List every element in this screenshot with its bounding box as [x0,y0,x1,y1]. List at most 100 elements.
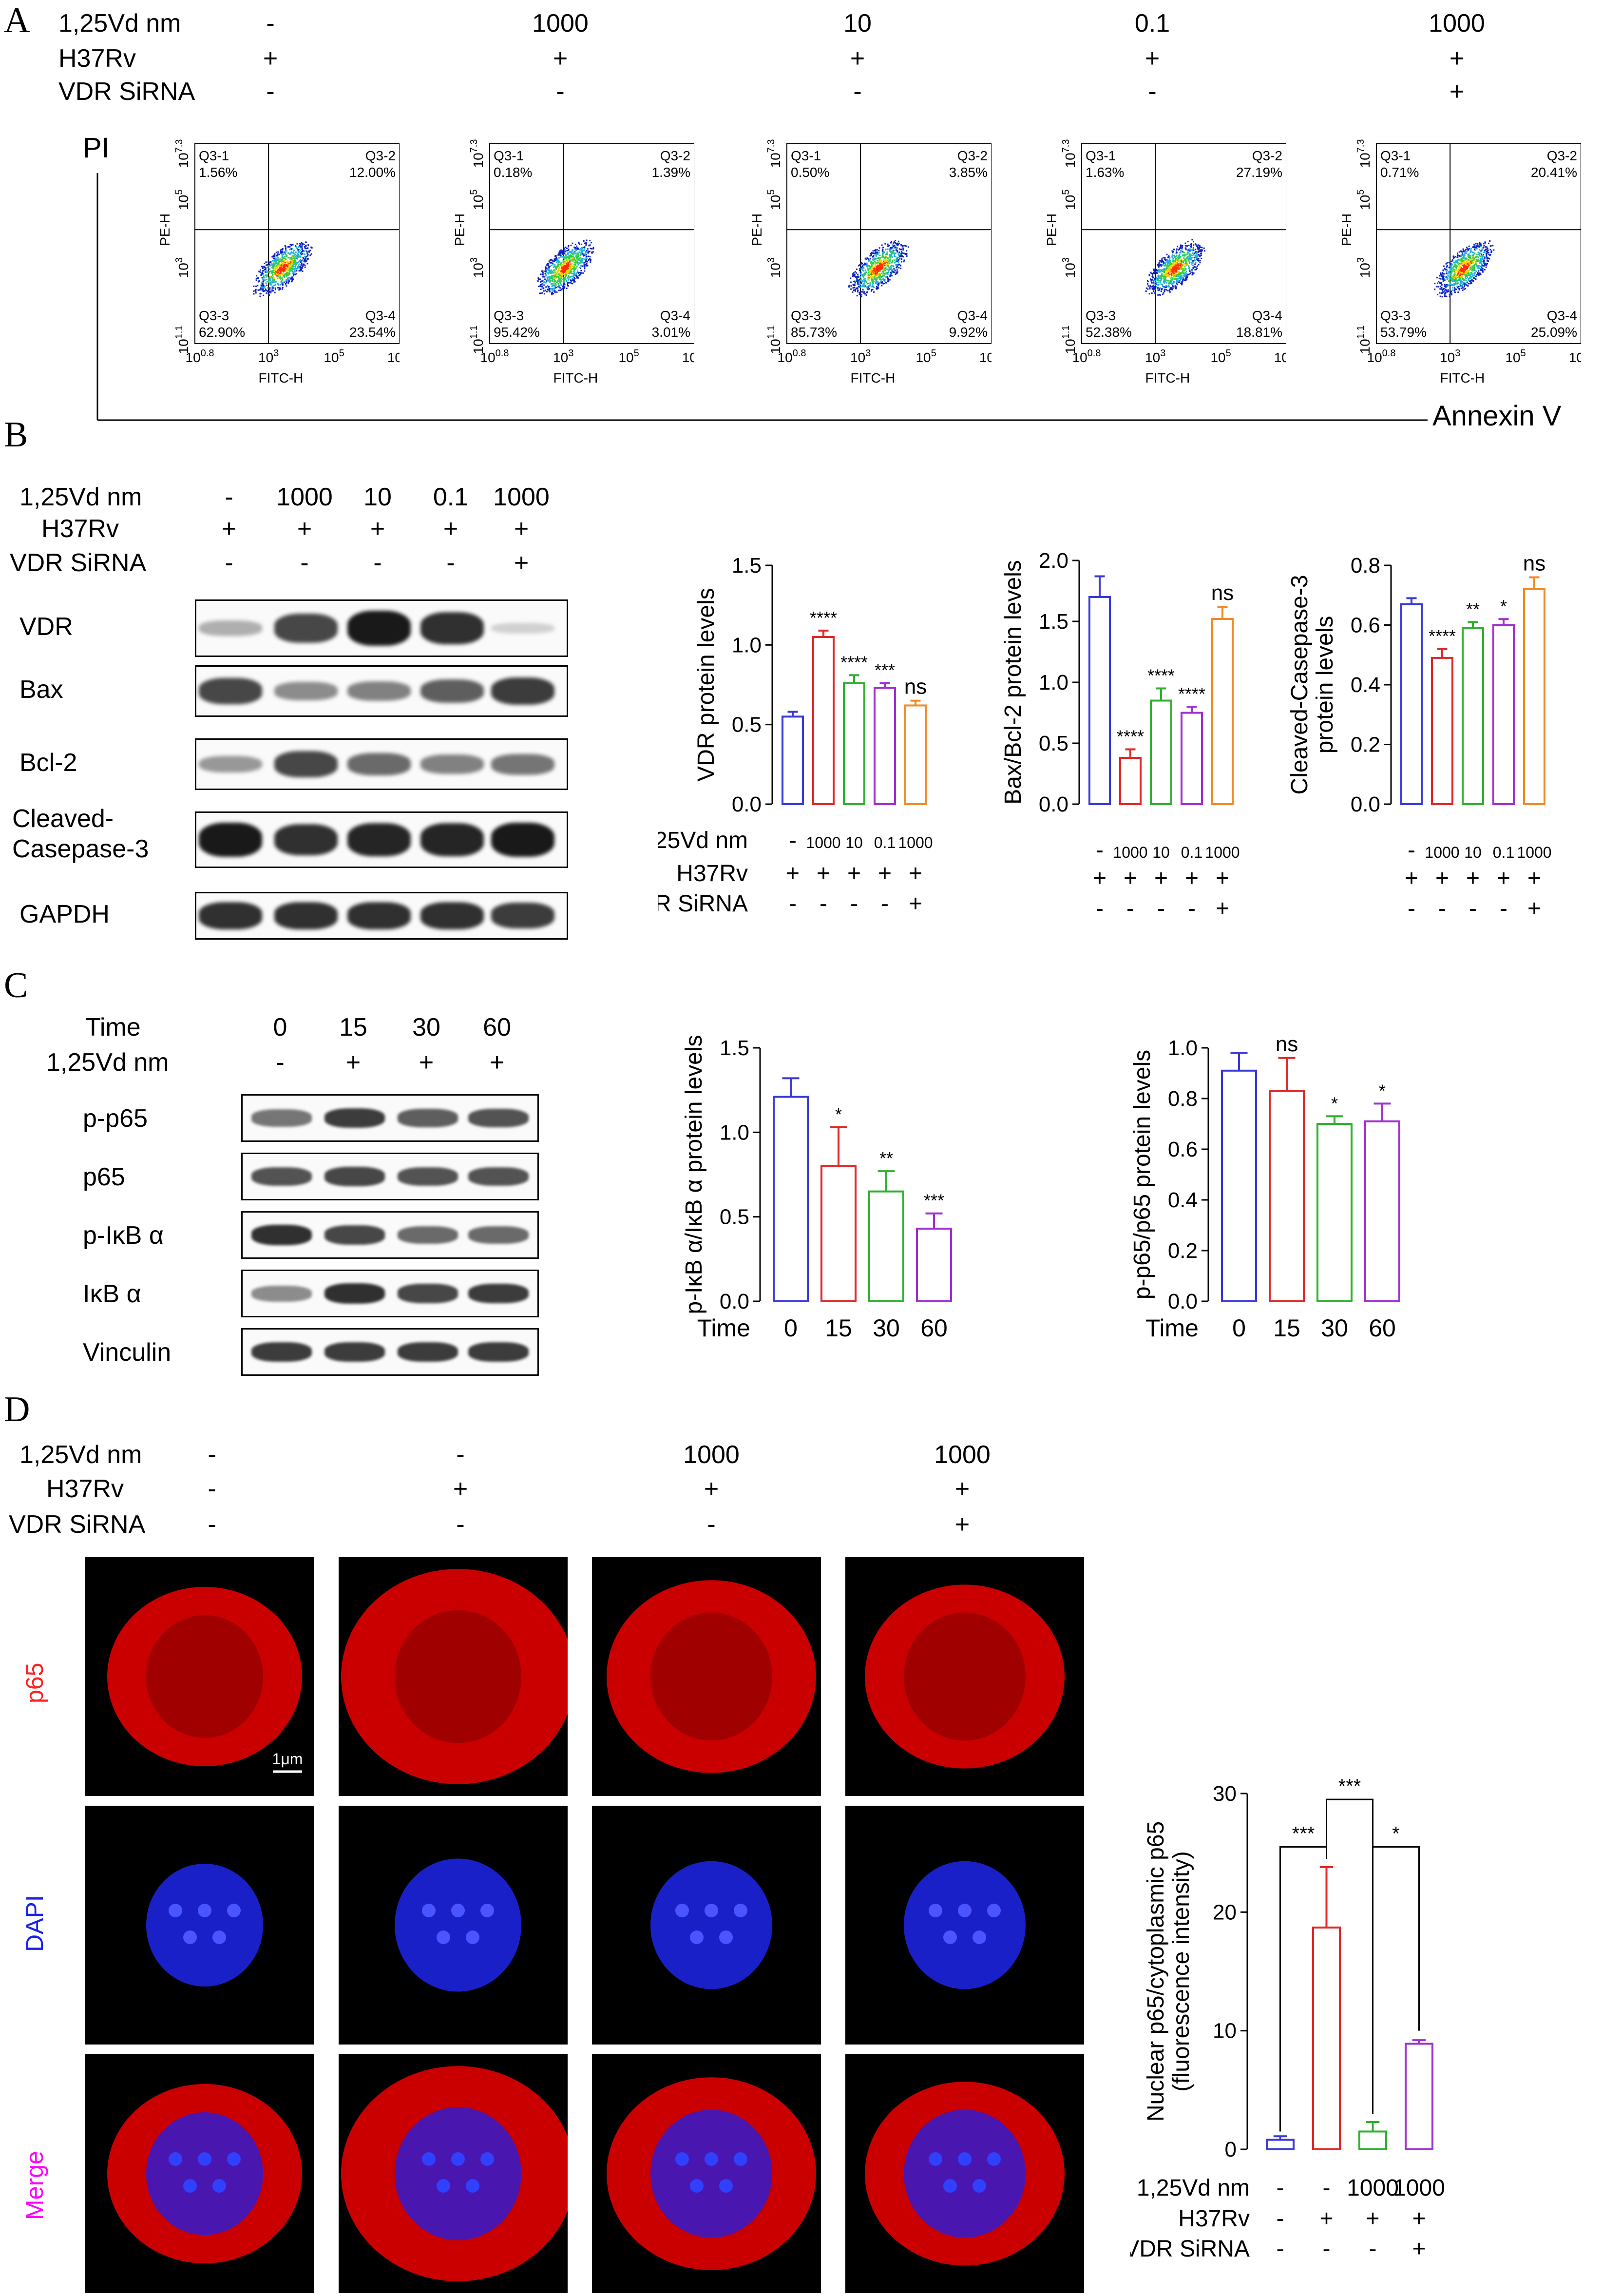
flow-event [553,278,554,280]
flow-event [585,260,587,262]
flow-event [260,274,262,276]
flow-event [283,260,285,262]
flow-event [882,262,884,264]
flow-event [282,273,284,275]
flow-event [567,282,569,284]
flow-event [307,255,308,257]
quadrant-value: 1.39% [652,165,690,180]
a-cond-sirna-3: - [1148,77,1157,106]
flow-event [565,275,567,277]
flow-event [889,268,891,270]
flow-event [554,255,556,257]
flow-event [1168,270,1170,271]
flow-event [567,253,569,255]
flow-event [1172,263,1174,265]
flow-event [543,279,545,281]
flow-event [568,275,570,276]
flow-event [580,252,582,254]
flow-event [560,280,562,282]
flow-event [882,252,884,254]
y-tick-label: 107.3 [469,139,486,168]
flow-event [906,255,908,257]
b3-cond-vd: 0.1 [1493,844,1514,861]
x-tick-label: 107 [387,348,400,365]
flow-event [872,256,874,258]
flow-event [890,249,892,251]
flow-event [1177,274,1179,276]
flow-event [560,254,562,256]
flow-event [268,294,270,296]
b3-cond-h37rv: + [1435,866,1449,891]
flow-event [267,261,269,263]
flow-event [284,281,285,283]
y-tick-label: 0.4 [1351,673,1380,697]
flow-event [1180,277,1182,279]
flow-event [1443,278,1445,280]
b-cond-vd-1: 1000 [276,483,333,511]
quadrant-name: Q3-2 [365,148,396,163]
y-tick-label: 107.3 [1061,139,1078,168]
flow-event [865,271,867,273]
flow-event [1163,278,1165,280]
y-tick-label: 1.0 [1039,671,1068,695]
flow-event [1172,260,1174,262]
significance-label: **** [1147,666,1175,686]
b-cond-vd-4: 1000 [493,483,550,511]
flow-event [892,270,894,272]
flow-event [878,250,880,251]
flow-event [269,280,271,282]
flow-event [559,256,561,258]
flow-event [889,249,891,251]
flow-event [1183,260,1185,262]
flow-event [1482,253,1484,255]
flow-event [871,290,872,292]
flow-event [266,279,267,280]
flow-event [556,273,558,275]
flow-event [1445,276,1447,278]
flow-event [271,290,273,292]
flow-event [1193,249,1195,251]
flow-event [891,247,893,249]
flow-event [566,256,568,258]
flow-event [563,272,565,274]
flow-event [1465,266,1467,268]
flow-event [295,261,297,263]
flow-event [263,288,265,290]
flow-event [1471,251,1473,253]
flow-event [1452,257,1454,259]
flow-event [1459,274,1461,276]
b1-cond-sirna: - [820,891,827,917]
blot-band [199,620,262,636]
flow-event [887,273,889,275]
flow-event [549,266,551,268]
flow-event [1199,262,1201,264]
flow-event [1451,280,1453,282]
flow-event [588,245,590,247]
b3-cond-h37rv: + [1466,866,1480,891]
flow-event [570,268,572,270]
flow-event [1174,262,1176,264]
flow-event [1444,295,1446,297]
flow-event [902,249,904,251]
flow-event [1483,243,1485,245]
flow-event [871,262,873,264]
flow-event [275,269,277,271]
flow-event [1186,257,1188,259]
flow-event [1178,282,1180,284]
flow-event [1476,265,1478,267]
flow-event [1468,271,1469,273]
flow-event [858,270,860,271]
flow-event [277,277,279,279]
flow-event [1180,265,1182,266]
flow-event [1180,247,1182,249]
flow-event [1148,275,1150,276]
flow-event [889,274,891,276]
flow-event [584,266,586,268]
flow-event [541,283,543,285]
flow-event [885,282,887,284]
flow-event [1199,245,1201,247]
flow-event [1463,283,1465,285]
flow-event [542,271,544,273]
flow-event [1180,260,1182,262]
flow-event [300,248,302,250]
